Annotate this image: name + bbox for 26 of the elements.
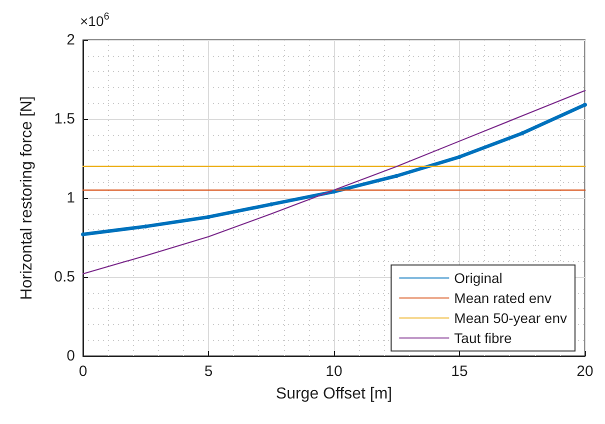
- point: [394, 174, 399, 178]
- x-axis-title: Surge Offset [m]: [276, 386, 392, 402]
- line-series: [82, 90, 586, 274]
- y-tick-label: 2: [66, 32, 75, 48]
- point: [81, 232, 85, 236]
- y-axis-title: Horizontal restoring force [N]: [18, 96, 36, 300]
- point: [458, 154, 462, 159]
- line-series: [81, 102, 587, 236]
- legend-label: Mean rated env: [454, 290, 552, 306]
- point: [206, 214, 210, 219]
- point: [332, 190, 336, 194]
- x-tick-label: 10: [326, 363, 342, 380]
- y-tick-label: 0: [66, 348, 75, 364]
- y-tick-label: 0.5: [54, 268, 75, 286]
- x-tick-label: 20: [576, 363, 594, 380]
- legend-label: Taut fibre: [454, 330, 512, 346]
- x-tick-label: 15: [451, 363, 468, 380]
- x-tick-label: 0: [78, 363, 88, 380]
- x-tick-label: 5: [204, 363, 213, 380]
- y-tick-label: 1.5: [54, 110, 75, 128]
- point: [520, 131, 524, 136]
- legend-label: Mean 50-year env: [454, 310, 568, 326]
- y-tick-label: 1: [66, 190, 75, 206]
- legend-label: Original: [454, 270, 502, 286]
- point: [269, 202, 274, 206]
- point: [583, 102, 587, 107]
